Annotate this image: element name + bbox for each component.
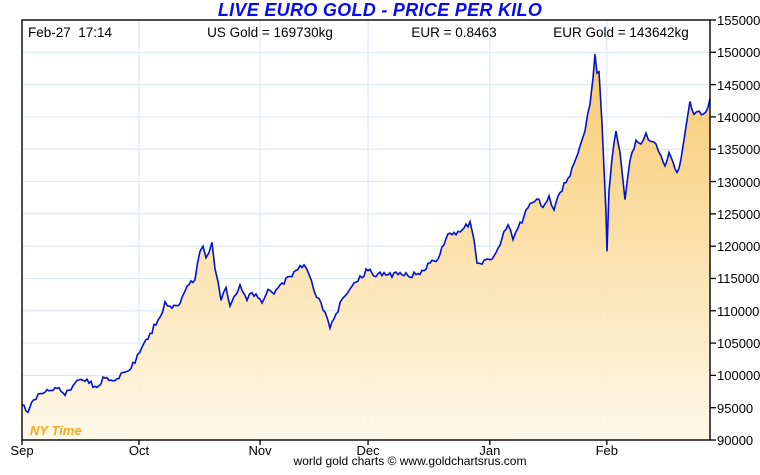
x-axis-label: Oct (128, 443, 150, 458)
x-axis-label: Nov (248, 443, 272, 458)
eur-gold-value: EUR Gold = 143642kg (553, 25, 689, 40)
x-axis-label: Dec (356, 443, 380, 458)
y-axis-label: 140000 (717, 109, 760, 125)
y-axis-label: 100000 (717, 368, 760, 384)
ny-time-watermark: NY Time (30, 423, 82, 438)
price-line (21, 54, 711, 414)
y-axis-label: 90000 (717, 433, 754, 448)
x-axis-label: Sep (10, 443, 34, 458)
timestamp-label: Feb-27 17:14 (28, 25, 113, 40)
y-axis-label: 95000 (717, 400, 754, 416)
y-axis-label: 145000 (717, 77, 760, 93)
plot-border (21, 19, 711, 441)
y-axis-label: 155000 (717, 13, 760, 28)
y-axis-label: 125000 (717, 206, 760, 222)
x-axis-label: Feb (595, 443, 618, 458)
y-axis-label: 135000 (717, 142, 760, 158)
x-axis-label: Jan (479, 443, 501, 458)
footer-credit: world gold charts © www.goldchartsrus.co… (293, 454, 527, 468)
y-axis-label: 150000 (717, 45, 760, 61)
y-axis-label: 120000 (717, 239, 760, 255)
eur-rate-value: EUR = 0.8463 (411, 25, 497, 40)
us-gold-value: US Gold = 169730kg (207, 25, 333, 40)
y-axis-label: 115000 (717, 271, 760, 287)
y-axis-label: 105000 (717, 336, 760, 352)
price-area-fill (22, 54, 710, 440)
page-title: LIVE EURO GOLD - PRICE PER KILO (217, 0, 543, 20)
y-axis-label: 110000 (717, 303, 760, 319)
y-axis-label: 130000 (717, 174, 760, 190)
